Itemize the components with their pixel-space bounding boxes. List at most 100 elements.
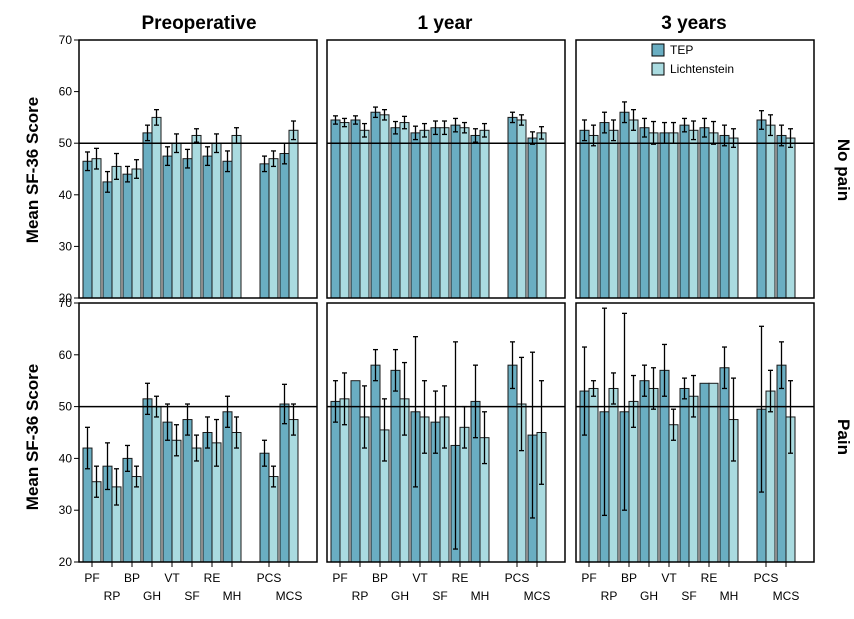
errorbar-no-pain-1-year-tep-pcs bbox=[510, 111, 515, 124]
bar-no-pain-3-years-lich-pf bbox=[588, 134, 599, 299]
errorbar-no-pain-preoperative-lich-mcs bbox=[291, 120, 296, 141]
errorbar-no-pain-preoperative-tep-vt bbox=[165, 146, 170, 167]
bar-no-pain-1-year-lich-pcs bbox=[516, 119, 527, 299]
errorbar-no-pain-3-years-lich-mcs bbox=[788, 128, 793, 148]
bar-no-pain-preoperative-lich-pcs bbox=[268, 158, 279, 299]
panel-frame-pain-1-year bbox=[326, 302, 566, 563]
x-tick-label-pain-3-years-mh: MH bbox=[720, 589, 739, 603]
bar-no-pain-3-years-lich-gh bbox=[648, 132, 659, 299]
x-tick-label-pain-3-years-pcs: PCS bbox=[754, 571, 779, 585]
x-tick-label-pain-preoperative-re: RE bbox=[204, 571, 221, 585]
bar-no-pain-preoperative-tep-sf bbox=[182, 158, 193, 299]
bar-no-pain-3-years-tep-bp bbox=[619, 111, 630, 299]
bar-pain-preoperative-tep-re bbox=[202, 432, 213, 563]
bar-no-pain-preoperative-lich-mh bbox=[231, 134, 242, 299]
errorbar-pain-1-year-tep-pf bbox=[333, 380, 338, 423]
errorbar-no-pain-3-years-tep-mh bbox=[722, 124, 727, 147]
bar-no-pain-preoperative-tep-bp bbox=[122, 173, 133, 299]
y-tick-label-pain-preoperative-30: 30 bbox=[59, 503, 73, 517]
errorbar-no-pain-preoperative-lich-gh bbox=[154, 109, 159, 126]
errorbar-pain-preoperative-tep-rp bbox=[105, 442, 110, 491]
errorbar-pain-3-years-lich-mh bbox=[731, 377, 736, 462]
bar-pain-preoperative-lich-vt bbox=[171, 439, 182, 563]
errorbar-no-pain-1-year-tep-sf bbox=[433, 120, 438, 136]
errorbar-no-pain-preoperative-lich-pf bbox=[94, 147, 99, 170]
bar-no-pain-3-years-lich-mcs bbox=[785, 137, 796, 299]
errorbar-pain-3-years-tep-rp bbox=[602, 307, 607, 517]
errorbar-pain-3-years-tep-pf bbox=[582, 346, 587, 436]
x-tick-label-pain-3-years-vt: VT bbox=[661, 571, 677, 585]
bar-no-pain-1-year-tep-pf bbox=[330, 119, 341, 299]
errorbar-no-pain-preoperative-tep-gh bbox=[145, 124, 150, 142]
errorbar-pain-3-years-lich-pcs bbox=[768, 369, 773, 413]
y-tick-label-no-pain-preoperative-70: 70 bbox=[59, 33, 73, 47]
errorbar-no-pain-1-year-lich-rp bbox=[362, 122, 367, 138]
bar-no-pain-3-years-tep-vt bbox=[659, 132, 670, 299]
bar-no-pain-preoperative-tep-pf bbox=[82, 160, 93, 299]
errorbar-no-pain-preoperative-tep-bp bbox=[125, 165, 130, 183]
errorbar-no-pain-3-years-lich-mh bbox=[731, 128, 736, 148]
bar-no-pain-preoperative-lich-vt bbox=[171, 142, 182, 299]
y-tick-label-pain-preoperative-50: 50 bbox=[59, 400, 73, 414]
errorbar-no-pain-preoperative-tep-rp bbox=[105, 170, 110, 193]
x-tick-label-pain-preoperative-rp: RP bbox=[104, 589, 121, 603]
errorbar-pain-preoperative-tep-re bbox=[205, 416, 210, 449]
errorbar-pain-3-years-tep-vt bbox=[662, 343, 667, 397]
bar-pain-preoperative-lich-bp bbox=[131, 476, 142, 563]
bar-pain-3-years-tep-gh bbox=[639, 380, 650, 563]
errorbar-no-pain-1-year-lich-vt bbox=[422, 122, 427, 138]
bar-no-pain-3-years-tep-gh bbox=[639, 127, 650, 299]
x-tick-label-pain-preoperative-vt: VT bbox=[164, 571, 180, 585]
bar-no-pain-preoperative-tep-rp bbox=[102, 181, 113, 299]
legend-swatch-tep bbox=[651, 43, 665, 57]
bar-pain-3-years-tep-mh bbox=[719, 367, 730, 563]
errorbar-pain-1-year-lich-mh bbox=[482, 411, 487, 465]
errorbar-no-pain-preoperative-lich-rp bbox=[114, 152, 119, 180]
bar-pain-1-year-tep-pcs bbox=[507, 364, 518, 563]
errorbar-no-pain-1-year-lich-mh bbox=[482, 122, 487, 138]
x-tick-label-pain-preoperative-pf: PF bbox=[84, 571, 99, 585]
errorbar-no-pain-3-years-tep-pf bbox=[582, 119, 587, 142]
bar-no-pain-1-year-tep-pcs bbox=[507, 116, 518, 299]
errorbar-pain-preoperative-lich-bp bbox=[134, 465, 139, 488]
bar-pain-preoperative-lich-gh bbox=[151, 406, 162, 563]
x-tick-label-pain-preoperative-bp: BP bbox=[124, 571, 140, 585]
legend-swatch-lichtenstein bbox=[651, 62, 665, 76]
bar-no-pain-3-years-lich-rp bbox=[608, 129, 619, 299]
bar-pain-preoperative-tep-gh bbox=[142, 398, 153, 563]
errorbar-pain-1-year-tep-sf bbox=[433, 390, 438, 454]
bar-pain-preoperative-lich-mh bbox=[231, 432, 242, 563]
x-tick-label-pain-3-years-bp: BP bbox=[621, 571, 637, 585]
errorbar-pain-3-years-tep-bp bbox=[622, 312, 627, 511]
row-label-pain: Pain bbox=[834, 419, 853, 455]
bar-pain-3-years-tep-sf bbox=[679, 387, 690, 563]
x-tick-label-pain-1-year-re: RE bbox=[452, 571, 469, 585]
y-tick-label-pain-preoperative-40: 40 bbox=[59, 451, 73, 465]
bar-pain-3-years-lich-pcs bbox=[765, 390, 776, 563]
bar-no-pain-preoperative-tep-mcs bbox=[279, 153, 290, 299]
x-tick-label-pain-3-years-rp: RP bbox=[601, 589, 618, 603]
bar-pain-preoperative-tep-bp bbox=[122, 457, 133, 563]
errorbar-pain-1-year-tep-vt bbox=[413, 336, 418, 488]
bar-pain-3-years-lich-gh bbox=[648, 387, 659, 563]
bar-no-pain-1-year-tep-mcs bbox=[527, 137, 538, 299]
panel-frame-no-pain-1-year bbox=[326, 39, 566, 299]
bar-no-pain-3-years-lich-pcs bbox=[765, 124, 776, 299]
x-tick-label-pain-3-years-pf: PF bbox=[581, 571, 596, 585]
errorbar-no-pain-3-years-lich-sf bbox=[691, 120, 696, 141]
errorbar-no-pain-1-year-tep-rp bbox=[353, 115, 358, 125]
x-tick-label-pain-preoperative-mh: MH bbox=[223, 589, 242, 603]
errorbar-no-pain-1-year-tep-re bbox=[453, 117, 458, 133]
errorbar-no-pain-1-year-lich-gh bbox=[402, 115, 407, 130]
panel-frame-pain-3-years bbox=[575, 302, 815, 563]
errorbar-no-pain-1-year-tep-pf bbox=[333, 115, 338, 125]
bar-no-pain-preoperative-tep-mh bbox=[222, 160, 233, 299]
bar-no-pain-preoperative-lich-gh bbox=[151, 116, 162, 299]
errorbar-no-pain-preoperative-tep-pf bbox=[85, 151, 90, 172]
bar-pain-3-years-lich-pf bbox=[588, 387, 599, 563]
errorbar-no-pain-1-year-lich-re bbox=[462, 121, 467, 134]
errorbar-pain-preoperative-tep-pcs bbox=[262, 439, 267, 467]
